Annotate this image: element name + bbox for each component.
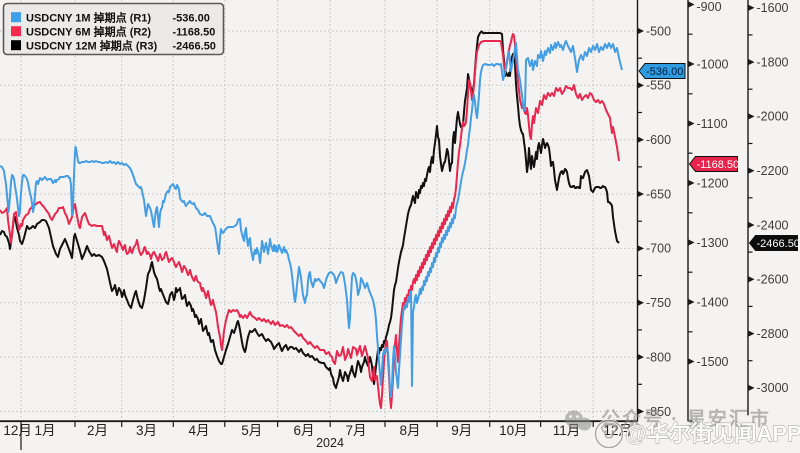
svg-text:12月: 12月 bbox=[3, 423, 32, 438]
svg-text:5月: 5月 bbox=[241, 423, 262, 438]
svg-text:-1100: -1100 bbox=[697, 117, 728, 131]
svg-text:@华尔街见闻APP: @华尔街见闻APP bbox=[625, 421, 800, 446]
svg-text:8月: 8月 bbox=[399, 423, 420, 438]
svg-text:-1400: -1400 bbox=[697, 295, 729, 309]
svg-text:-850: -850 bbox=[646, 405, 671, 419]
svg-text:公众号 · 星安汇市: 公众号 · 星安汇市 bbox=[601, 407, 771, 430]
svg-text:9月: 9月 bbox=[451, 423, 472, 438]
svg-text:2024: 2024 bbox=[316, 436, 344, 450]
svg-text:-2466.50: -2466.50 bbox=[173, 40, 216, 52]
svg-text:-1500: -1500 bbox=[697, 355, 729, 369]
svg-text:-500: -500 bbox=[646, 24, 671, 38]
svg-text:-2000: -2000 bbox=[757, 110, 789, 124]
svg-text:-1300: -1300 bbox=[697, 236, 729, 250]
svg-text:-2600: -2600 bbox=[757, 273, 789, 287]
svg-text:-1168.50: -1168.50 bbox=[697, 159, 740, 171]
svg-text:3月: 3月 bbox=[136, 423, 157, 438]
svg-text:7月: 7月 bbox=[345, 423, 366, 438]
svg-text:10月: 10月 bbox=[499, 423, 528, 438]
svg-text:12月: 12月 bbox=[604, 423, 633, 438]
svg-text:-650: -650 bbox=[646, 187, 671, 201]
svg-text:-750: -750 bbox=[646, 296, 671, 310]
svg-text:-1168.50: -1168.50 bbox=[173, 26, 216, 38]
svg-text:2月: 2月 bbox=[87, 423, 108, 438]
svg-text:-800: -800 bbox=[646, 350, 671, 364]
svg-text:-700: -700 bbox=[646, 242, 671, 256]
svg-text:USDCNY 12M 掉期点 (R3): USDCNY 12M 掉期点 (R3) bbox=[26, 38, 158, 52]
svg-text:-3000: -3000 bbox=[757, 381, 789, 395]
svg-text:-536.00: -536.00 bbox=[173, 12, 210, 24]
svg-text:-1800: -1800 bbox=[757, 55, 789, 69]
svg-text:USDCNY 6M 掉期点 (R2): USDCNY 6M 掉期点 (R2) bbox=[26, 24, 151, 38]
svg-text:-2466.50: -2466.50 bbox=[757, 238, 800, 250]
svg-text:-2200: -2200 bbox=[757, 164, 789, 178]
svg-text:-1600: -1600 bbox=[757, 1, 789, 15]
svg-text:1月: 1月 bbox=[34, 423, 55, 438]
svg-text:-550: -550 bbox=[646, 79, 671, 93]
svg-text:4月: 4月 bbox=[188, 423, 209, 438]
svg-text:-536.00: -536.00 bbox=[646, 66, 683, 78]
svg-text:6月: 6月 bbox=[293, 423, 314, 438]
svg-text:-1000: -1000 bbox=[697, 57, 729, 71]
svg-text:-2400: -2400 bbox=[757, 218, 789, 232]
svg-text:-1200: -1200 bbox=[697, 176, 729, 190]
svg-text:-900: -900 bbox=[697, 0, 722, 14]
svg-text:-2800: -2800 bbox=[757, 327, 789, 341]
svg-text:-600: -600 bbox=[646, 133, 671, 147]
svg-text:USDCNY 1M 掉期点 (R1): USDCNY 1M 掉期点 (R1) bbox=[26, 10, 151, 24]
